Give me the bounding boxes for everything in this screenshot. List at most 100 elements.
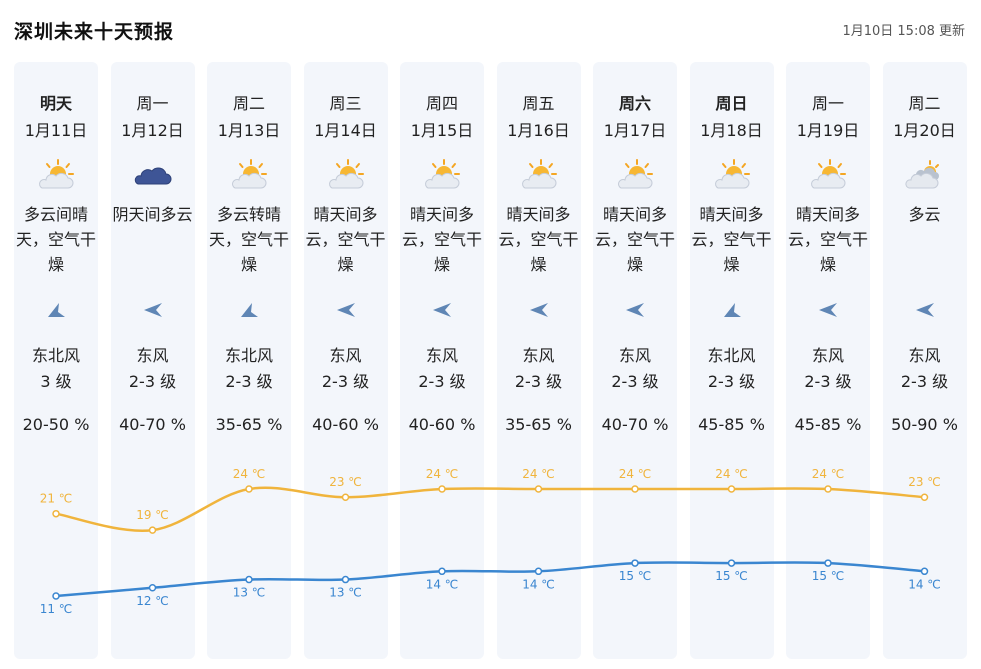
forecast-day-column: 周二 1月13日 多云转晴天，空气干燥 东北风 2-3 级 35-65 % [207, 62, 291, 659]
high-temp-label: 24 ℃ [522, 467, 555, 481]
day-label: 周二 [232, 94, 265, 113]
low-temp-line [55, 561, 925, 598]
forecast-day-column: 周一 1月19日 晴天间多云，空气干燥 东风 2-3 级 45-85 % [786, 62, 870, 659]
date-label: 1月12日 [121, 121, 184, 140]
humidity-range: 40-70 % [601, 415, 669, 434]
wind-direction: 东风 [811, 346, 844, 365]
date-label: 1月16日 [507, 121, 570, 140]
low-temp-point [534, 567, 543, 576]
humidity-range: 50-90 % [891, 415, 958, 434]
dark-cloud-icon [111, 158, 195, 192]
weather-description: 晴天间多云，空气干燥 [305, 205, 386, 274]
high-temp-point [631, 485, 639, 493]
day-label: 周二 [908, 94, 941, 113]
day-label: 周四 [425, 94, 458, 113]
high-temp-point [148, 526, 157, 534]
forecast-day-column: 周三 1月14日 晴天间多云，空气干燥 东风 2-3 级 40-60 % [303, 62, 388, 659]
east-arrow-icon [786, 301, 870, 321]
date-label: 1月13日 [217, 121, 281, 140]
high-temp-point [52, 509, 60, 518]
low-temp-label: 12 ℃ [136, 594, 169, 608]
low-temp-point [631, 559, 639, 567]
wind-direction: 东北风 [31, 346, 80, 365]
high-temp-line [55, 486, 925, 533]
humidity-range: 35-65 % [505, 415, 572, 434]
weather-description: 晴天间多云，空气干燥 [401, 205, 482, 274]
wind-level: 2-3 级 [804, 372, 852, 391]
sun-cloud-icon [786, 158, 870, 192]
page-title: 深圳未来十天预报 [14, 21, 175, 43]
high-temp-label: 24 ℃ [715, 467, 748, 481]
date-label: 1月19日 [796, 121, 860, 140]
high-temp-label: 24 ℃ [233, 467, 266, 481]
update-time: 1月10日 15:08 更新 [842, 24, 965, 39]
low-temp-point [920, 567, 929, 576]
wind-direction: 东风 [136, 346, 169, 365]
low-temp-point [727, 559, 736, 567]
weather-description: 晴天间多云，空气干燥 [594, 205, 675, 274]
wind-direction: 东风 [618, 346, 651, 365]
day-label: 周日 [715, 94, 748, 113]
east-arrow-icon [883, 301, 967, 321]
sun-cloud-icon [14, 158, 98, 192]
weather-description: 晴天间多云，空气干燥 [691, 205, 772, 274]
east-arrow-icon [400, 301, 484, 321]
low-temp-point [148, 584, 157, 592]
high-temp-point [727, 485, 736, 493]
low-temp-point [824, 559, 832, 567]
sun-cloud-icon [690, 158, 774, 192]
weather-description: 晴天间多云，空气干燥 [787, 205, 868, 274]
low-temp-label: 15 ℃ [619, 569, 652, 583]
day-label: 周六 [618, 94, 651, 113]
day-label: 明天 [39, 94, 72, 113]
cloud-icon [883, 158, 967, 192]
east-arrow-icon [304, 301, 388, 321]
low-temp-label: 14 ℃ [522, 577, 555, 591]
forecast-day-column: 周五 1月16日 晴天间多云，空气干燥 东风 2-3 级 35-65 % [496, 62, 581, 659]
forecast-day-column: 明天 1月11日 多云间晴天，空气干燥 东北风 3 级 20-50 % [14, 62, 98, 659]
weather-description: 多云 [908, 205, 941, 224]
low-temp-label: 14 ℃ [426, 577, 459, 591]
wind-direction: 东风 [329, 346, 362, 365]
sun-cloud-icon [207, 158, 291, 192]
forecast-day-column: 周四 1月15日 晴天间多云，空气干燥 东风 2-3 级 40-60 % [400, 62, 484, 659]
low-temp-label: 11 ℃ [40, 602, 73, 616]
high-temp-point [245, 485, 253, 493]
high-temp-point [341, 493, 350, 501]
date-label: 1月15日 [410, 121, 474, 140]
high-temp-label: 24 ℃ [426, 467, 459, 481]
wind-direction: 东北风 [224, 346, 273, 365]
day-label: 周五 [522, 94, 555, 113]
low-temp-label: 13 ℃ [329, 586, 362, 600]
wind-level: 3 级 [40, 372, 72, 391]
low-temp-label: 15 ℃ [812, 569, 845, 583]
weather-description: 多云转晴天，空气干燥 [208, 205, 289, 274]
wind-level: 2-3 级 [707, 372, 756, 391]
date-label: 1月18日 [700, 121, 763, 140]
east-arrow-icon [111, 301, 195, 321]
high-temp-point [534, 485, 543, 493]
wind-direction: 东风 [522, 346, 555, 365]
date-label: 1月17日 [603, 121, 667, 140]
east-arrow-icon [497, 301, 581, 321]
humidity-range: 45-85 % [794, 415, 862, 434]
wind-direction: 东北风 [707, 346, 756, 365]
day-label: 周三 [329, 94, 362, 113]
wind-level: 2-3 级 [611, 372, 659, 391]
weather-description: 晴天间多云，空气干燥 [498, 205, 579, 274]
low-temp-point [438, 567, 446, 576]
humidity-range: 40-60 % [312, 415, 379, 434]
low-temp-point [52, 592, 60, 600]
east-arrow-icon [593, 301, 677, 321]
forecast-day-column: 周二 1月20日 多云 东风 2-3 级 50-90 % [882, 62, 967, 659]
low-temp-point [341, 575, 350, 584]
wind-direction: 东风 [908, 346, 941, 365]
northeast-arrow-icon [690, 301, 774, 321]
forecast-day-column: 周一 1月12日 阴天间多云 东风 2-3 级 40-70 % [110, 62, 195, 659]
sun-cloud-icon [304, 158, 388, 192]
wind-level: 2-3 级 [321, 372, 370, 391]
high-temp-label: 23 ℃ [329, 475, 362, 489]
humidity-range: 40-70 % [119, 415, 186, 434]
date-label: 1月20日 [893, 121, 956, 140]
